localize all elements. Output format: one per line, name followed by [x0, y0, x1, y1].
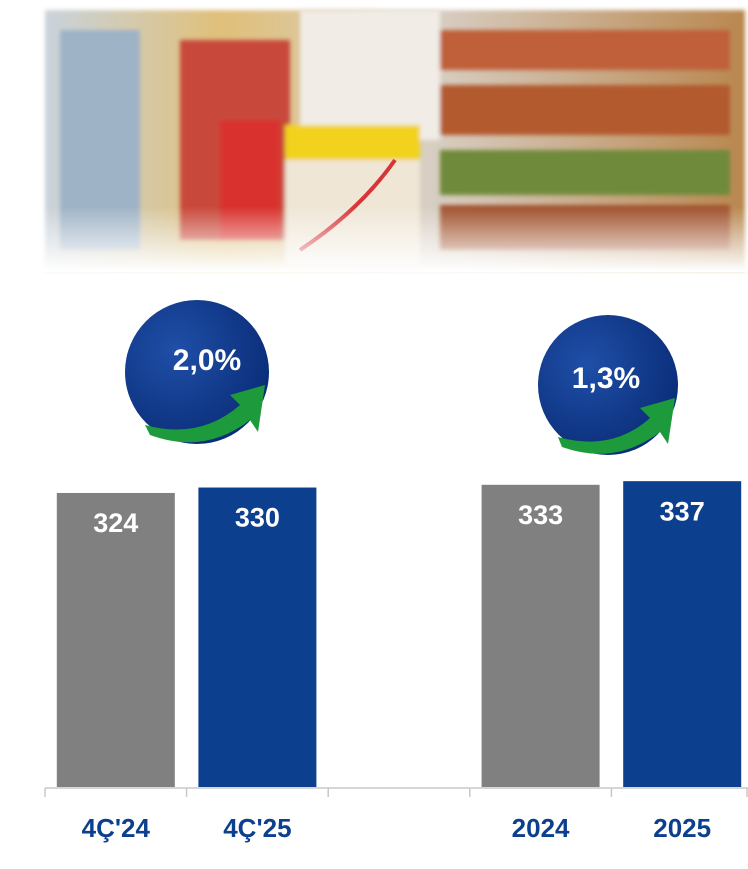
bar [482, 485, 600, 787]
data-label: 337 [660, 496, 705, 526]
x-tick-label: 4Ç'25 [223, 813, 291, 843]
chart: 2,0% 1,3% 4Ç'24 324 4Ç'25 330 2024 333 2025 337 [0, 0, 748, 869]
photo [40, 10, 748, 272]
x-tick-label: 4Ç'24 [82, 813, 151, 843]
data-label: 324 [93, 508, 138, 538]
data-label: 333 [518, 500, 563, 530]
x-tick-label: 2024 [512, 813, 570, 843]
annotation: 2,0% [173, 344, 241, 377]
x-tick-label: 2025 [653, 813, 711, 843]
annotation: 1,3% [572, 362, 640, 395]
bar [623, 481, 741, 787]
data-label: 330 [235, 503, 280, 533]
